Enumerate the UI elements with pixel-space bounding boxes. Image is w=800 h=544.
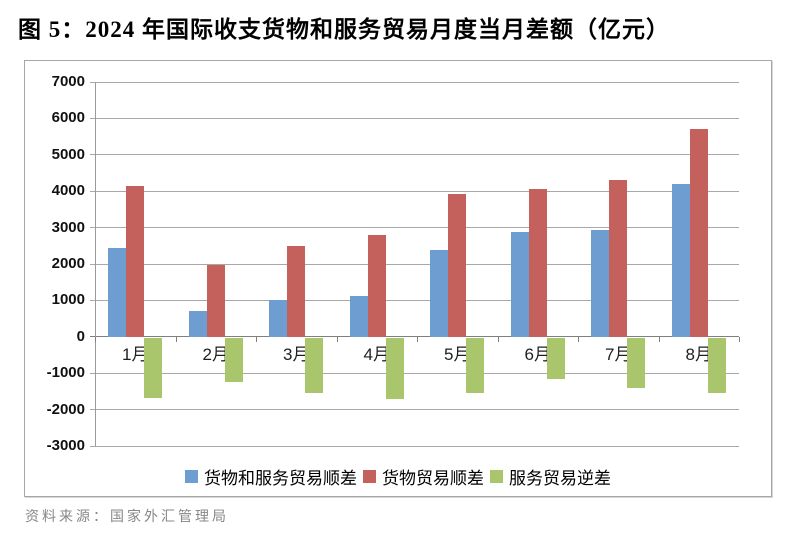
- bar-series3-7月: [627, 337, 646, 389]
- gridline: [90, 154, 739, 156]
- bar-series3-1月: [144, 337, 163, 399]
- y-axis-label: -1000: [46, 364, 85, 382]
- x-axis-tick: [578, 336, 579, 342]
- x-axis-label: 4月: [363, 344, 390, 364]
- x-axis-label: 7月: [605, 344, 632, 364]
- legend-label: 货物和服务贸易顺差: [204, 469, 357, 488]
- gridline: [90, 445, 739, 447]
- y-axis-label: -2000: [46, 400, 85, 418]
- legend-swatch-icon: [185, 470, 198, 483]
- bar-series2-7月: [609, 179, 628, 337]
- y-axis-label: 2000: [51, 255, 85, 272]
- plot-area: 7000 6000 5000 4000 3000 2000 1000 0 -1000 -2000 -…: [47, 74, 740, 453]
- gridline: [90, 227, 739, 229]
- x-axis-label: 1月: [122, 344, 149, 364]
- bar-series2-5月: [448, 194, 467, 337]
- source-note: 资料来源：国家外汇管理局: [25, 510, 229, 525]
- bar-series3-2月: [224, 337, 243, 383]
- legend-swatch-icon: [363, 470, 376, 483]
- legend-item-series1: 货物和服务贸易顺差: [185, 464, 357, 489]
- bar-series1-4月: [349, 295, 368, 337]
- y-axis-label: 6000: [51, 109, 85, 127]
- bar-series1-5月: [430, 249, 449, 337]
- y-axis-label: 5000: [51, 145, 85, 163]
- y-axis-label: 1000: [51, 291, 85, 309]
- legend-label: 货物贸易顺差: [382, 469, 484, 488]
- bar-series2-8月: [689, 129, 708, 337]
- bar-series3-8月: [707, 337, 726, 394]
- x-axis-label: 3月: [283, 344, 310, 364]
- gridline: [90, 190, 739, 192]
- bar-series3-4月: [385, 337, 404, 399]
- x-axis-tick: [739, 336, 740, 342]
- x-axis-tick: [417, 336, 418, 342]
- gridline: [90, 299, 739, 301]
- x-axis-tick: [497, 336, 499, 342]
- bar-series2-2月: [206, 265, 225, 337]
- bar-series2-6月: [528, 189, 547, 337]
- x-axis-label: 5月: [444, 344, 471, 364]
- x-axis-tick: [336, 336, 338, 342]
- bar-series1-7月: [591, 230, 610, 337]
- x-axis-tick: [658, 336, 660, 342]
- x-axis-tick: [256, 336, 257, 342]
- y-axis-label: 4000: [51, 182, 85, 200]
- bar-series2-4月: [367, 234, 386, 337]
- y-axis-label: 0: [76, 327, 85, 345]
- legend-item-series2: 货物贸易顺差: [363, 464, 484, 489]
- chart-legend: 货物和服务贸易顺差 货物贸易顺差 服务贸易逆差: [25, 464, 771, 489]
- x-axis-tick: [95, 336, 96, 342]
- legend-swatch-icon: [490, 470, 503, 483]
- gridline: [90, 409, 739, 411]
- x-axis-tick: [175, 336, 177, 342]
- chart-frame: 7000 6000 5000 4000 3000 2000 1000 0 -1000 -2000 -…: [24, 60, 772, 497]
- gridline: [90, 81, 739, 83]
- gridline: [90, 117, 739, 119]
- bar-series1-3月: [269, 300, 288, 337]
- chart-title: 图 5：2024 年国际收支货物和服务贸易月度当月差额（亿元）: [18, 17, 670, 42]
- bar-series1-2月: [188, 310, 207, 337]
- x-axis-label: 8月: [685, 344, 712, 364]
- y-axis-label: 7000: [51, 73, 85, 90]
- bar-series3-6月: [546, 337, 565, 379]
- gridline: [90, 263, 739, 265]
- bar-series1-1月: [108, 247, 127, 337]
- bar-series1-8月: [671, 183, 690, 337]
- x-axis-label: 6月: [524, 344, 551, 364]
- bar-series2-3月: [287, 245, 306, 337]
- gridline: [90, 372, 739, 374]
- legend-item-series3: 服务贸易逆差: [490, 464, 611, 489]
- zero-gridline: [90, 336, 739, 338]
- bar-series3-5月: [466, 337, 485, 394]
- y-axis-label: 3000: [51, 218, 85, 236]
- bar-series2-1月: [126, 186, 145, 337]
- bar-series3-3月: [305, 337, 324, 394]
- x-axis-label: 2月: [202, 344, 229, 364]
- y-axis-line: [95, 82, 96, 446]
- legend-label: 服务贸易逆差: [509, 469, 611, 488]
- y-axis-label: -3000: [46, 437, 85, 454]
- bar-series1-6月: [510, 231, 529, 337]
